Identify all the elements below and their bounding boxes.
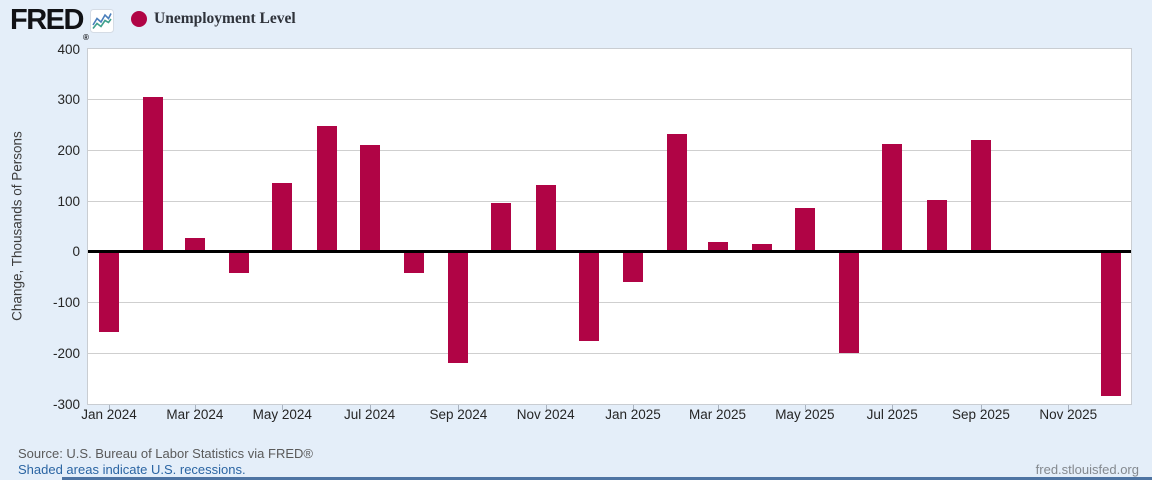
y-axis-tick-label: -100 [52,295,80,311]
y-axis-tick-label: 300 [57,92,80,108]
bar-feb-2025[interactable] [667,134,688,251]
y-axis-tick-label: 100 [57,193,80,209]
bar-jan-2024[interactable] [99,253,119,333]
bar-jun-2025[interactable] [839,253,860,354]
x-axis-tick [633,405,635,410]
x-axis-tick [109,405,110,410]
fred-logo[interactable]: FRED ® [10,4,89,43]
bar-apr-2025[interactable] [751,243,772,251]
zero-line [88,250,1131,254]
x-axis-tick-label: Sep 2025 [952,407,1010,422]
bar-may-2024[interactable] [272,182,293,251]
x-axis-tick [545,405,547,410]
bar-may-2025[interactable] [794,207,815,251]
x-axis-tick-label: Nov 2025 [1039,407,1098,422]
bar-apr-2024[interactable] [229,253,250,274]
fred-site-link[interactable]: fred.stlouisfed.org [1035,462,1139,477]
bar-nov-2024[interactable] [535,185,556,251]
bar-jan-2025[interactable] [623,253,644,283]
x-axis-tick-label: Jul 2025 [866,407,918,422]
x-axis-tick [804,405,806,410]
x-axis-tick-label: May 2024 [252,407,312,422]
x-axis-tick [282,405,284,410]
x-axis-tick [194,405,196,410]
y-axis-tick-label: -300 [52,396,80,412]
plot-area [87,48,1132,405]
bar-oct-2024[interactable] [491,203,512,251]
gridline [88,200,1131,202]
x-axis-tick-label: Nov 2024 [516,407,575,422]
bottom-blue-strip [62,477,1152,480]
x-axis-tick-label: Sep 2024 [429,407,488,422]
x-axis-tick [1068,405,1070,410]
gridline [88,352,1131,354]
bar-sep-2024[interactable] [448,253,469,363]
x-axis-tick-label: Jan 2024 [81,407,137,422]
y-axis-title: Change, Thousands of Persons [9,131,25,321]
bar-jun-2024[interactable] [316,125,337,251]
x-axis-tick [717,405,719,410]
bar-aug-2025[interactable] [926,200,947,251]
y-axis-tick-label: 200 [57,142,80,158]
x-axis-tick [369,405,371,410]
y-axis-tick-label: -200 [52,345,80,361]
recession-note-link[interactable]: Shaded areas indicate U.S. recessions. [18,462,246,477]
fred-logo-text: FRED [10,4,84,36]
x-axis-tick [892,405,894,410]
x-axis-tick-label: Jan 2025 [605,407,661,422]
y-axis-tick-label: 400 [57,41,80,57]
bar-jul-2024[interactable] [359,144,380,251]
y-axis-tick-label: 0 [72,244,80,260]
registered-trademark: ® [82,33,89,42]
bar-mar-2024[interactable] [184,237,205,251]
bar-sep-2025[interactable] [970,140,991,251]
bar-dec-2025[interactable] [1101,253,1122,396]
gridline [88,149,1131,151]
legend-label: Unemployment Level [154,10,296,27]
bar-aug-2024[interactable] [403,253,424,274]
legend-dot-icon [131,11,147,27]
bar-jul-2025[interactable] [882,144,903,251]
x-axis-tick [980,405,982,410]
x-axis-tick-label: May 2025 [775,407,835,422]
x-axis-tick-label: Jul 2024 [344,407,396,422]
fred-sparkline-icon [90,9,114,33]
legend-item-unemployment-level[interactable]: Unemployment Level [131,10,296,28]
gridline [88,302,1131,304]
x-axis-tick-label: Mar 2025 [688,407,747,422]
source-line: Source: U.S. Bureau of Labor Statistics … [18,446,313,461]
gridline [88,99,1131,101]
bar-feb-2024[interactable] [143,96,164,251]
bar-mar-2025[interactable] [707,242,728,251]
x-axis-tick [458,405,460,410]
x-axis-tick-label: Mar 2024 [166,407,224,422]
bar-dec-2024[interactable] [578,253,599,341]
